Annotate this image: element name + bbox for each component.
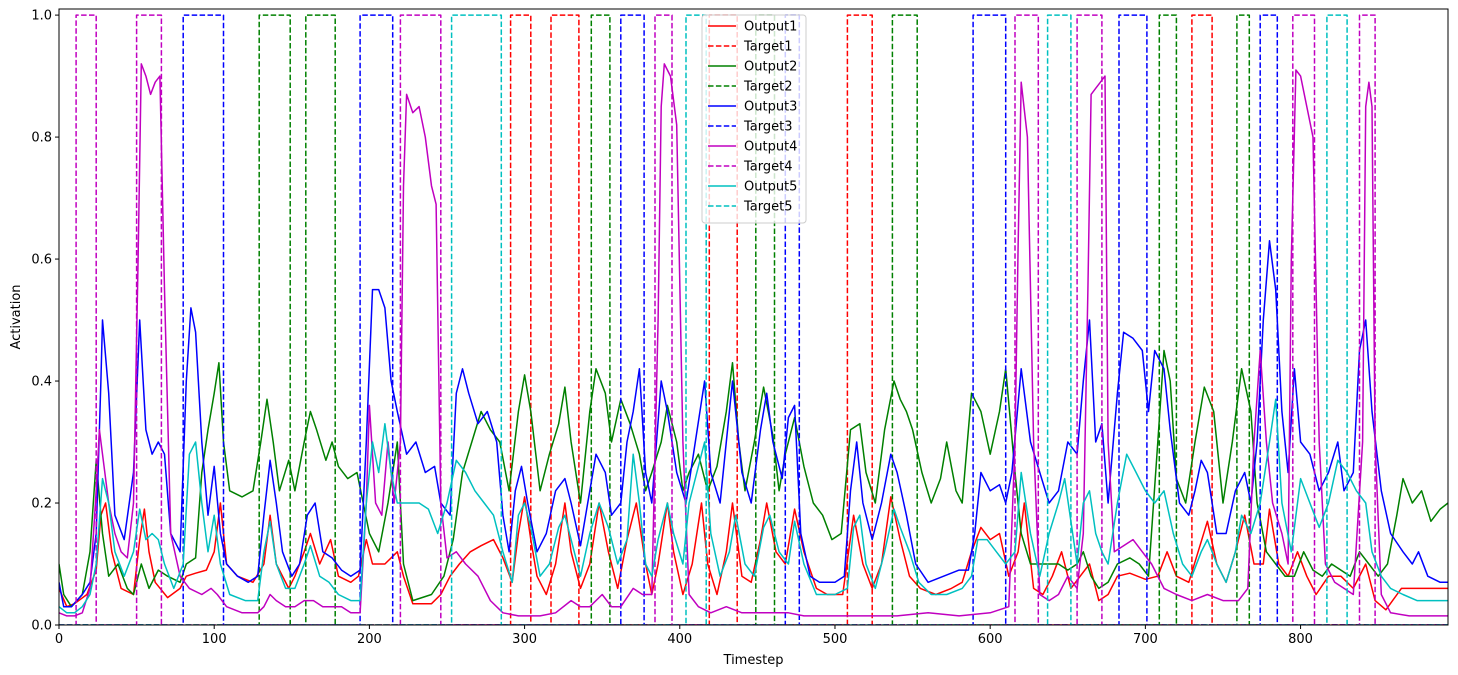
x-tick-label: 300 xyxy=(512,632,537,647)
x-axis-label: Timestep xyxy=(723,653,784,668)
x-axis: 0 100 200 300 400 500 600 700 800 xyxy=(55,625,1313,647)
legend-label: Target2 xyxy=(743,80,793,95)
legend-item: Target5 xyxy=(708,200,793,215)
series-line-output3 xyxy=(59,240,1448,608)
y-tick-label: 0.8 xyxy=(31,131,52,146)
y-tick-label: 0.4 xyxy=(31,375,52,390)
legend-item: Target3 xyxy=(708,120,793,135)
x-tick-label: 500 xyxy=(823,632,848,647)
y-tick-label: 1.0 xyxy=(31,9,52,24)
x-tick-label: 100 xyxy=(202,632,227,647)
legend-item: Output2 xyxy=(708,60,797,75)
series-line-target4 xyxy=(59,14,1448,625)
legend-item: Target1 xyxy=(708,40,793,55)
legend-item: Target4 xyxy=(708,160,793,175)
series-line-output2 xyxy=(59,349,1448,608)
x-tick-label: 400 xyxy=(667,632,692,647)
legend-label: Target4 xyxy=(743,160,793,175)
legend-label: Target3 xyxy=(743,120,793,135)
plot-frame xyxy=(58,8,1449,626)
legend-item: Output1 xyxy=(708,20,797,35)
series-line-output1 xyxy=(59,496,1448,611)
y-tick-label: 0.0 xyxy=(31,619,52,634)
y-tick-label: 0.2 xyxy=(31,497,52,512)
series-line-target5 xyxy=(59,14,1448,625)
legend-label: Output3 xyxy=(744,100,797,115)
legend: Output1 Target1 Output2 Target2 Output3 Targe… xyxy=(701,14,807,224)
x-tick-label: 600 xyxy=(978,632,1003,647)
legend-label: Output2 xyxy=(744,60,797,75)
legend-label: Output1 xyxy=(744,20,797,35)
x-tick-label: 0 xyxy=(55,632,63,647)
legend-item: Output5 xyxy=(708,180,797,195)
y-axis: 0.0 0.2 0.4 0.6 0.8 1.0 xyxy=(31,9,59,634)
legend-label: Output4 xyxy=(744,140,797,155)
y-axis-label: Activation xyxy=(9,284,24,349)
legend-box xyxy=(701,14,807,224)
x-tick-label: 800 xyxy=(1288,632,1313,647)
legend-item: Target2 xyxy=(708,80,793,95)
legend-label: Output5 xyxy=(744,180,797,195)
legend-label: Target1 xyxy=(743,40,793,55)
series-line-output5 xyxy=(59,398,1448,614)
x-tick-label: 200 xyxy=(357,632,382,647)
legend-item: Output3 xyxy=(708,100,797,115)
series-line-output4 xyxy=(59,63,1448,617)
x-tick-label: 700 xyxy=(1133,632,1158,647)
legend-item: Output4 xyxy=(708,140,797,155)
y-tick-label: 0.6 xyxy=(31,253,52,268)
legend-label: Target5 xyxy=(743,200,793,215)
